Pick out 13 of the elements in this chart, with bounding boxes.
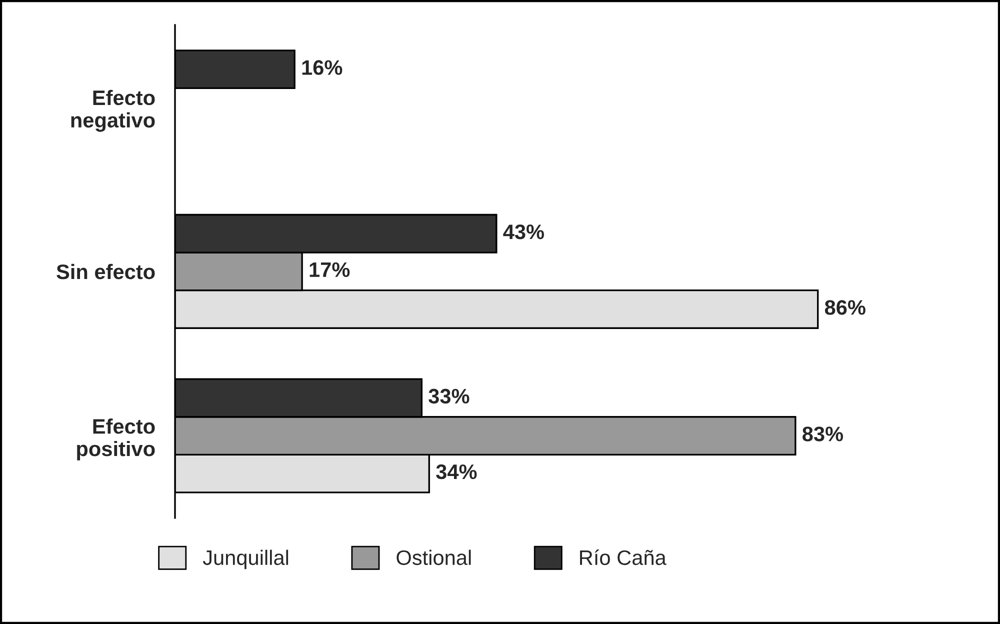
data-label: 43% [503, 224, 544, 240]
legend-label: Junquillal [202, 550, 288, 570]
y-tick-label: Sin efecto [56, 264, 155, 280]
y-tick-label: Efecto positivo [77, 418, 155, 460]
data-label: 86% [824, 300, 866, 315]
y-tick-label: Efecto negativo [71, 90, 155, 132]
data-label: 34% [436, 464, 477, 480]
legend-label: Río Caña [580, 550, 666, 566]
data-label: 16% [302, 60, 342, 75]
legend-label: Ostional [396, 550, 471, 566]
data-label: 33% [428, 388, 470, 404]
data-label: 17% [310, 262, 350, 277]
data-label: 83% [802, 426, 844, 442]
